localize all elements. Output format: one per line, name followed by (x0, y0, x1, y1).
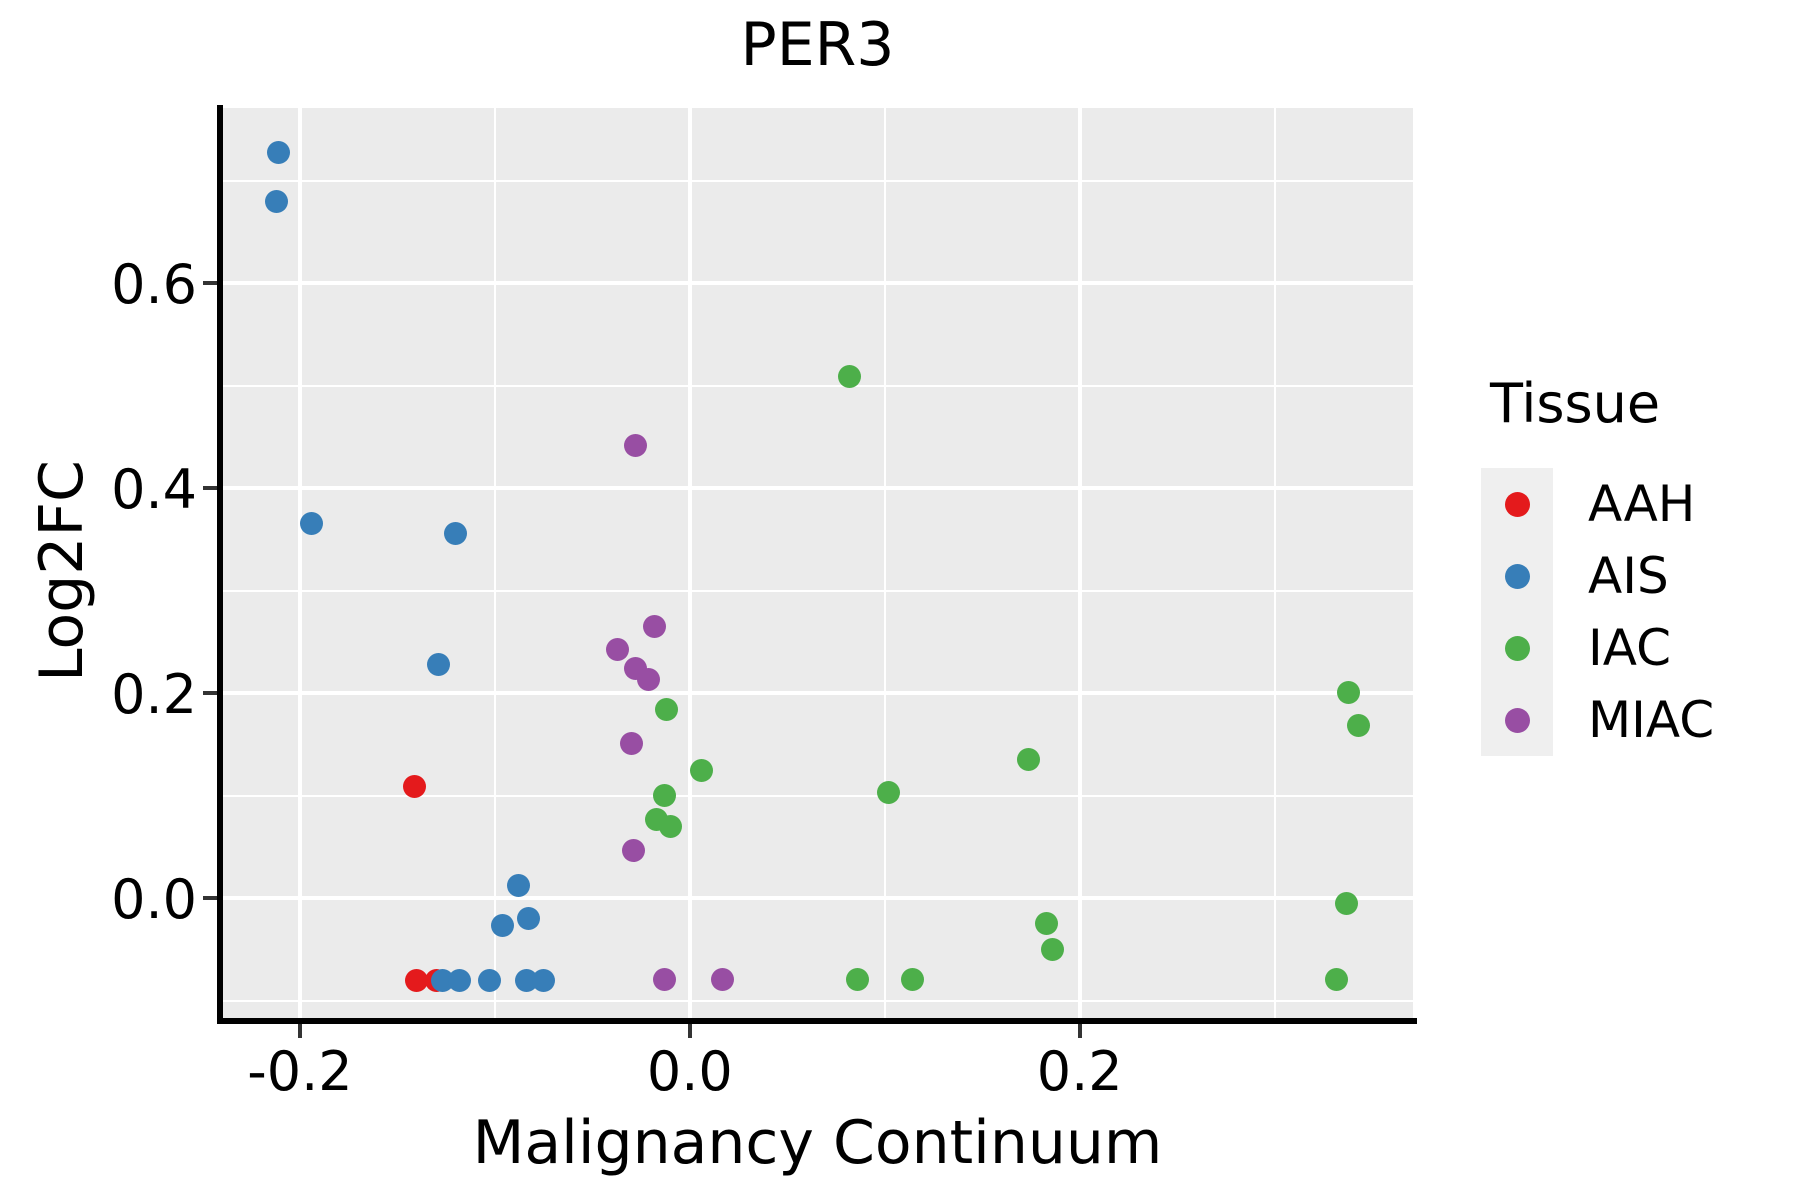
data-point-IAC (1325, 967, 1349, 991)
data-point-MIAC (652, 967, 676, 991)
legend-key-AAH (1481, 468, 1553, 540)
data-point-AIS (477, 968, 501, 992)
data-point-IAC (1040, 937, 1064, 961)
data-point-MIAC (623, 433, 647, 457)
y-tick-label: 0.0 (111, 868, 197, 932)
gridline-y-minor (222, 384, 1413, 387)
x-tick-label: 0.0 (646, 1040, 733, 1103)
data-point-AAH (405, 968, 429, 992)
y-axis-title: Log2FC (27, 460, 97, 682)
x-axis-title: Malignancy Continuum (472, 1108, 1163, 1178)
plot-title: PER3 (740, 10, 895, 80)
legend-key-IAC (1481, 612, 1553, 684)
x-axis-line (217, 1018, 1417, 1024)
data-point-IAC (1346, 714, 1370, 738)
data-point-AAH (403, 774, 427, 798)
y-tick-mark (203, 486, 217, 491)
legend-label-IAC: IAC (1588, 619, 1671, 677)
data-point-MIAC (637, 668, 661, 692)
data-point-IAC (877, 781, 901, 805)
y-tick-mark (203, 281, 217, 286)
gridline-y-major (222, 896, 1413, 901)
data-point-IAC (652, 784, 676, 808)
data-point-MIAC (606, 637, 630, 661)
legend-title: Tissue (1490, 372, 1661, 435)
y-tick-mark (203, 896, 217, 901)
gridline-y-major (222, 281, 1413, 286)
gridline-x-major (1077, 108, 1082, 1018)
gridline-y-minor (222, 179, 1413, 182)
x-tick-mark (1077, 1024, 1082, 1038)
data-point-AIS (265, 189, 289, 213)
data-point-AIS (426, 652, 450, 676)
data-point-IAC (1337, 680, 1361, 704)
x-tick-label: -0.2 (247, 1040, 353, 1103)
legend-dot-AIS (1505, 564, 1530, 589)
data-point-AIS (430, 968, 454, 992)
data-point-AIS (516, 907, 540, 931)
data-point-MIAC (621, 839, 645, 863)
gridline-y-minor (222, 589, 1413, 592)
y-tick-label: 0.4 (111, 458, 197, 522)
legend-dot-AAH (1505, 492, 1530, 517)
data-point-IAC (845, 967, 869, 991)
x-tick-label: 0.2 (1036, 1040, 1123, 1103)
x-tick-mark (297, 1024, 302, 1038)
y-tick-mark (203, 691, 217, 696)
data-point-IAC (690, 758, 714, 782)
gridline-x-major (687, 108, 692, 1018)
y-axis-line (217, 105, 223, 1024)
data-point-IAC (1335, 891, 1359, 915)
data-point-AIS (300, 511, 324, 535)
data-point-MIAC (711, 967, 735, 991)
data-point-IAC (900, 967, 924, 991)
data-point-IAC (1017, 748, 1041, 772)
legend-key-MIAC (1481, 684, 1553, 756)
data-point-IAC (838, 364, 862, 388)
legend-label-MIAC: MIAC (1588, 691, 1715, 749)
data-point-AIS (444, 521, 468, 545)
data-point-AIS (448, 968, 472, 992)
data-point-AIS (532, 968, 556, 992)
plot-panel (222, 108, 1413, 1018)
gridline-y-minor (222, 999, 1413, 1002)
gridline-x-major (297, 108, 302, 1018)
legend-dot-IAC (1505, 636, 1530, 661)
legend-label-AIS: AIS (1588, 547, 1669, 605)
gridline-x-minor (1273, 108, 1276, 1018)
gridline-x-minor (493, 108, 496, 1018)
data-point-AIS (491, 914, 515, 938)
legend-label-AAH: AAH (1588, 475, 1696, 533)
gridline-y-major (222, 691, 1413, 696)
gridline-x-minor (883, 108, 886, 1018)
data-point-MIAC (643, 615, 667, 639)
data-point-IAC (1035, 912, 1059, 936)
x-tick-mark (687, 1024, 692, 1038)
data-point-AIS (506, 874, 530, 898)
data-point-MIAC (619, 731, 643, 755)
gridline-y-minor (222, 794, 1413, 797)
data-point-IAC (658, 814, 682, 838)
y-tick-label: 0.2 (111, 663, 197, 727)
data-point-AIS (514, 968, 538, 992)
legend-dot-MIAC (1505, 708, 1530, 733)
data-point-IAC (654, 698, 678, 722)
gridline-y-major (222, 486, 1413, 491)
legend-key-AIS (1481, 540, 1553, 612)
y-tick-label: 0.6 (111, 253, 197, 317)
data-point-AIS (267, 140, 291, 164)
